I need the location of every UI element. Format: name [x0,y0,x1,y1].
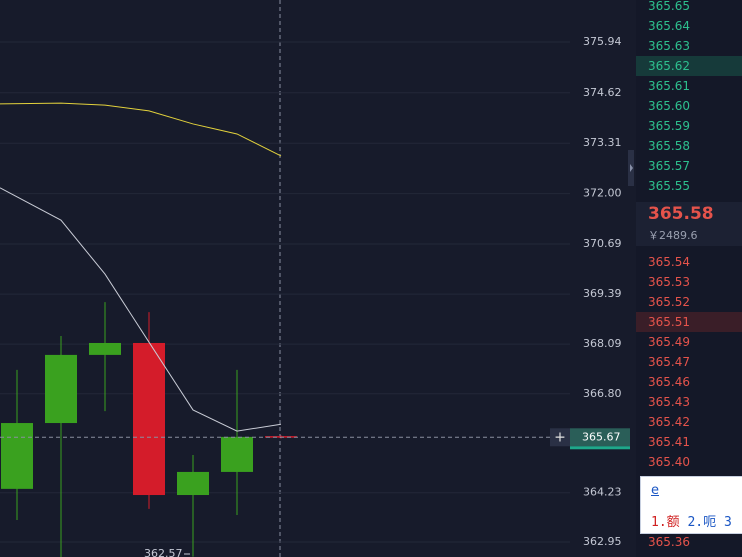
add-button[interactable] [550,428,570,447]
bid-row: 365.42 [648,415,690,429]
low-annotation: 362.57 [144,547,183,557]
candle-body [1,423,33,489]
ask-row: 365.57 [648,159,690,173]
y-tick-label: 368.09 [583,337,622,350]
ime-popup: e 1.额 2.呃 3 [640,476,742,534]
ma-line [0,187,282,432]
y-tick-label: 373.31 [583,136,622,149]
bid-row: 365.46 [648,375,690,389]
y-tick-label: 366.80 [583,387,622,400]
ask-row: 365.61 [648,79,690,93]
ask-row: 365.59 [648,119,690,133]
bid-row: 365.43 [648,395,690,409]
order-book: 365.65 365.64 365.63 365.62 365.61 365.60 365.… [636,0,742,557]
ask-row: 365.62 [636,56,742,76]
bid-row: 365.41 [648,435,690,449]
bid-row: 365.49 [648,335,690,349]
y-tick-label: 372.00 [583,187,622,200]
y-tick-label: 374.62 [583,86,622,99]
candle-body [133,342,165,496]
ask-row: 365.60 [648,99,690,113]
ask-row: 365.64 [648,19,690,33]
candle-body [89,342,121,355]
candle-body [221,436,253,472]
ask-row: 365.65 [648,0,690,13]
y-tick-label: 375.94 [583,35,622,48]
price-label-bar [570,446,630,450]
bid-row: 365.40 [648,455,690,469]
add-icon: + [554,429,566,445]
bid-row: 365.47 [648,355,690,369]
ask-row: 365.58 [648,139,690,153]
last-sub: ￥2489.6 [636,226,742,246]
ime-candidate[interactable]: 2.呃 [687,515,717,530]
price-label-bg [570,428,630,447]
bid-row: 365.51 [636,312,742,332]
bid-row: 365.54 [648,255,690,269]
chart: 375.94 374.62 373.31 372.00 370.69 369.39 368.… [0,0,634,557]
y-tick-label: 364.23 [583,486,622,499]
candle-body [45,354,77,424]
bid-row: 365.52 [648,295,690,309]
bid-row: 365.53 [648,275,690,289]
ask-row: 365.55 [648,179,690,193]
y-tick-label: 370.69 [583,237,622,250]
last-price: 365.58 [636,202,742,226]
ime-candidate[interactable]: 3 [723,515,732,530]
price-label: 365.67 [582,430,621,443]
y-tick-label: 369.39 [583,287,622,300]
bid-row: 365.36 [648,535,690,549]
ma-line [0,102,282,157]
tab-arrow [630,164,633,172]
ask-row: 365.63 [648,39,690,53]
y-tick-label: 362.95 [583,535,622,548]
ime-candidate[interactable]: 1.额 [651,515,680,530]
candle-body [177,471,209,496]
ime-input: e [651,483,659,498]
